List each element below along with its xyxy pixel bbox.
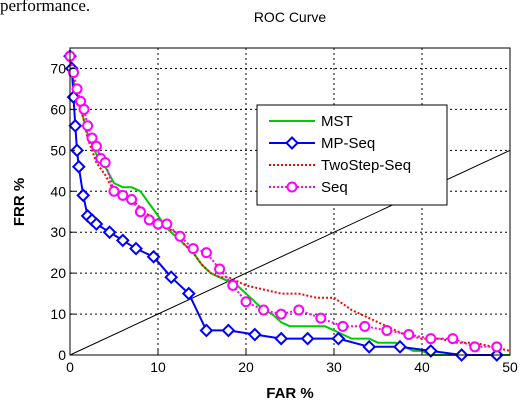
plot-frame	[69, 47, 511, 356]
data-point-seq	[469, 341, 481, 353]
legend-label-mp-seq: MP-Seq	[321, 135, 375, 152]
axis-ticks: 0 10 20 30 40 50 0 10 20 30 40 50 60 70	[50, 60, 518, 375]
y-tick-label: 40	[50, 183, 66, 199]
data-point-seq	[403, 329, 415, 341]
x-tick-label: 20	[238, 359, 254, 375]
data-point-seq	[78, 103, 90, 115]
data-point-mp-seq	[247, 327, 262, 342]
data-point-seq	[200, 247, 212, 259]
data-point-seq	[134, 206, 146, 218]
data-point-seq	[152, 218, 164, 230]
data-point-seq	[381, 324, 393, 336]
page-fragment-text: performance.	[0, 0, 91, 15]
data-point-seq	[99, 157, 111, 169]
data-point-seq	[126, 193, 138, 205]
y-axis-label: FRR %	[11, 178, 28, 226]
data-point-seq	[293, 304, 305, 316]
data-point-mp-seq	[129, 241, 143, 256]
series-line-mst	[69, 56, 510, 356]
x-tick-label: 10	[150, 359, 166, 375]
data-point-seq	[82, 120, 94, 132]
data-point-mp-seq	[199, 323, 214, 338]
data-point-mp-seq	[362, 339, 377, 354]
data-point-seq	[491, 341, 503, 353]
y-tick-label: 0	[58, 347, 66, 363]
data-point-mp-seq	[102, 225, 117, 240]
data-point-seq	[425, 333, 437, 345]
data-point-seq	[337, 320, 349, 332]
y-tick-label: 30	[50, 224, 66, 240]
data-point-mp-seq	[331, 331, 346, 346]
legend-label-mst: MST	[321, 113, 353, 130]
data-point-mp-seq	[181, 286, 196, 301]
data-point-seq	[117, 189, 129, 201]
data-point-mp-seq	[393, 339, 407, 354]
data-point-seq	[108, 185, 120, 197]
data-point-seq	[143, 214, 155, 226]
legend-label-seq: Seq	[321, 179, 348, 196]
data-point-seq	[214, 263, 226, 275]
data-point-mp-seq	[221, 323, 236, 338]
x-tick-label: 50	[502, 359, 518, 375]
legend-marker-seq	[286, 181, 298, 193]
x-tick-label: 0	[66, 359, 74, 375]
x-tick-label: 30	[326, 359, 342, 375]
data-point-mp-seq	[68, 118, 83, 133]
data-point-mp-seq	[71, 159, 86, 174]
y-tick-label: 70	[50, 60, 66, 76]
data-point-seq	[315, 312, 327, 324]
data-point-seq	[447, 333, 459, 345]
data-point-mp-seq	[164, 270, 179, 285]
series-group	[63, 49, 511, 362]
data-point-seq	[227, 279, 239, 291]
data-point-mp-seq	[115, 233, 130, 248]
y-tick-label: 60	[50, 101, 66, 117]
series-seq	[64, 50, 503, 353]
data-point-seq	[275, 308, 287, 320]
data-point-seq	[240, 296, 252, 308]
data-point-seq	[174, 230, 186, 242]
data-point-seq	[90, 140, 102, 152]
data-point-seq	[258, 304, 270, 316]
data-point-seq	[71, 83, 83, 95]
y-tick-label: 10	[50, 306, 66, 322]
legend: MST MP-Seq TwoStep-Seq Seq	[256, 104, 448, 206]
series-twostep-seq	[69, 60, 511, 352]
data-point-seq	[187, 243, 199, 255]
data-point-mp-seq	[70, 143, 84, 158]
x-tick-label: 40	[414, 359, 430, 375]
data-point-seq	[86, 132, 98, 144]
data-point-mp-seq	[89, 217, 104, 231]
series-line-twostep-seq	[69, 60, 511, 352]
data-point-mp-seq	[300, 331, 315, 346]
chart-title: ROC Curve	[254, 9, 327, 25]
data-point-seq	[161, 218, 173, 230]
legend-label-twostep-seq: TwoStep-Seq	[321, 157, 411, 174]
x-axis-label: FAR %	[266, 385, 314, 400]
legend-marker-mp-seq	[285, 136, 299, 150]
data-point-mp-seq	[146, 249, 161, 264]
series-mst	[69, 56, 510, 356]
data-point-seq	[359, 320, 371, 332]
data-point-mp-seq	[76, 188, 91, 203]
y-tick-label: 20	[50, 265, 66, 281]
y-tick-label: 50	[50, 142, 66, 158]
data-point-mp-seq	[423, 343, 438, 358]
data-point-mp-seq	[274, 331, 289, 346]
